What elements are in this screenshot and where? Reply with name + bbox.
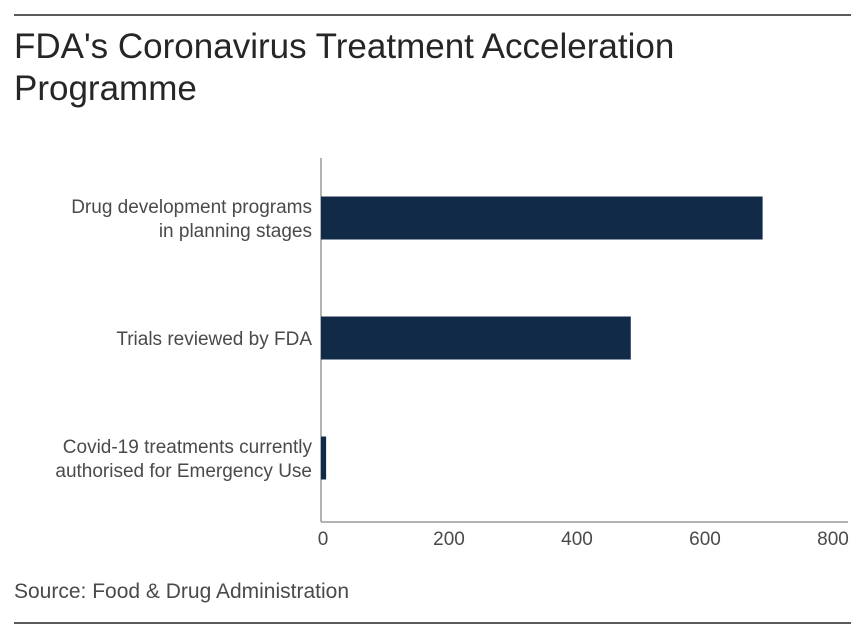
category-label-3-line-2: authorised for Emergency Use <box>55 461 312 482</box>
category-label-1-line-2: in planning stages <box>159 221 312 242</box>
bar-chart: Drug development programs in planning sta… <box>55 158 849 550</box>
x-tick-label-400: 400 <box>561 529 593 550</box>
category-label-1-line-1: Drug development programs <box>71 197 312 218</box>
x-tick-label-200: 200 <box>433 529 465 550</box>
x-ticks: 0 200 400 600 800 <box>318 529 849 550</box>
top-rule <box>14 14 851 16</box>
category-label-2-line-1: Trials reviewed by FDA <box>116 329 312 350</box>
bars-group <box>321 196 763 480</box>
chart-title: FDA's Coronavirus Treatment Acceleration… <box>14 27 675 108</box>
bottom-rule <box>14 622 851 624</box>
category-labels: Drug development programs in planning sta… <box>55 197 312 482</box>
x-tick-label-0: 0 <box>318 529 329 550</box>
bar-3 <box>321 436 327 480</box>
source-note: Source: Food & Drug Administration <box>14 580 349 603</box>
x-tick-label-600: 600 <box>689 529 721 550</box>
bar-2 <box>321 316 631 360</box>
category-label-3-line-1: Covid-19 treatments currently <box>63 437 313 458</box>
x-tick-label-800: 800 <box>817 529 849 550</box>
bar-1 <box>321 196 763 240</box>
